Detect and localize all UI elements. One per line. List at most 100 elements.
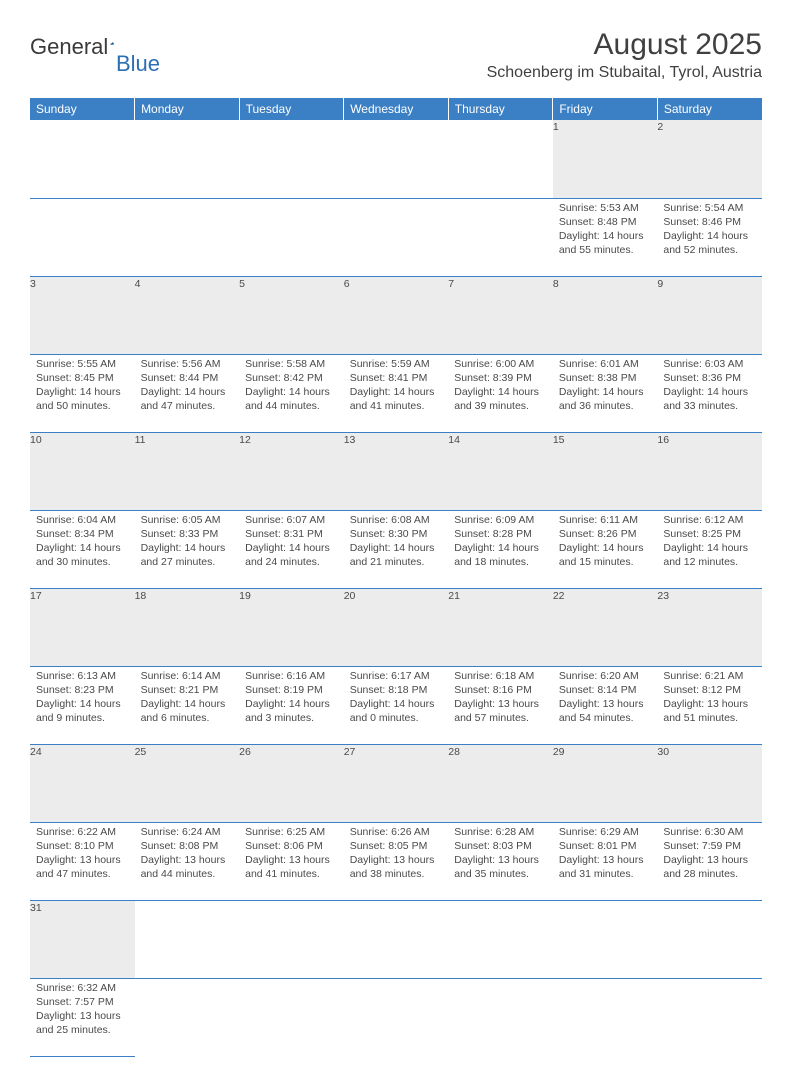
week-data-row: Sunrise: 6:04 AMSunset: 8:34 PMDaylight:… — [30, 510, 762, 588]
day-cell: Sunrise: 6:20 AMSunset: 8:14 PMDaylight:… — [553, 666, 658, 744]
day-cell-body: Sunrise: 6:00 AMSunset: 8:39 PMDaylight:… — [448, 355, 553, 418]
day-cell: Sunrise: 6:03 AMSunset: 8:36 PMDaylight:… — [657, 354, 762, 432]
daylight-text: Daylight: 13 hours — [350, 853, 443, 867]
daylight-text: and 0 minutes. — [350, 711, 443, 725]
sunrise-text: Sunrise: 6:32 AM — [36, 981, 129, 995]
daylight-text: Daylight: 14 hours — [245, 541, 338, 555]
daylight-text: Daylight: 14 hours — [141, 541, 234, 555]
day-cell: Sunrise: 6:11 AMSunset: 8:26 PMDaylight:… — [553, 510, 658, 588]
day-cell — [344, 978, 449, 1056]
day-number-cell — [344, 900, 449, 978]
sunset-text: Sunset: 8:14 PM — [559, 683, 652, 697]
day-cell: Sunrise: 6:08 AMSunset: 8:30 PMDaylight:… — [344, 510, 449, 588]
day-number-cell: 21 — [448, 588, 553, 666]
day-cell: Sunrise: 6:09 AMSunset: 8:28 PMDaylight:… — [448, 510, 553, 588]
daylight-text: and 38 minutes. — [350, 867, 443, 881]
day-cell: Sunrise: 5:54 AMSunset: 8:46 PMDaylight:… — [657, 198, 762, 276]
day-cell: Sunrise: 6:22 AMSunset: 8:10 PMDaylight:… — [30, 822, 135, 900]
week-data-row: Sunrise: 6:32 AMSunset: 7:57 PMDaylight:… — [30, 978, 762, 1056]
daylight-text: Daylight: 14 hours — [350, 541, 443, 555]
day-number-cell: 29 — [553, 744, 658, 822]
day-cell: Sunrise: 5:59 AMSunset: 8:41 PMDaylight:… — [344, 354, 449, 432]
sunset-text: Sunset: 8:38 PM — [559, 371, 652, 385]
sunrise-text: Sunrise: 6:11 AM — [559, 513, 652, 527]
sunset-text: Sunset: 8:23 PM — [36, 683, 129, 697]
sunset-text: Sunset: 8:25 PM — [663, 527, 756, 541]
sunset-text: Sunset: 8:45 PM — [36, 371, 129, 385]
day-cell: Sunrise: 6:29 AMSunset: 8:01 PMDaylight:… — [553, 822, 658, 900]
day-cell: Sunrise: 6:30 AMSunset: 7:59 PMDaylight:… — [657, 822, 762, 900]
sunrise-text: Sunrise: 5:55 AM — [36, 357, 129, 371]
day-cell-body: Sunrise: 6:07 AMSunset: 8:31 PMDaylight:… — [239, 511, 344, 574]
flag-icon — [110, 34, 114, 52]
daylight-text: Daylight: 14 hours — [350, 697, 443, 711]
calendar-body: 12Sunrise: 5:53 AMSunset: 8:48 PMDayligh… — [30, 120, 762, 1056]
daylight-text: Daylight: 13 hours — [454, 853, 547, 867]
daylight-text: and 55 minutes. — [559, 243, 652, 257]
daylight-text: and 57 minutes. — [454, 711, 547, 725]
sunset-text: Sunset: 8:01 PM — [559, 839, 652, 853]
calendar-table: Sunday Monday Tuesday Wednesday Thursday… — [30, 98, 762, 1057]
day-number-cell: 26 — [239, 744, 344, 822]
day-cell-body: Sunrise: 6:13 AMSunset: 8:23 PMDaylight:… — [30, 667, 135, 730]
daylight-text: Daylight: 13 hours — [663, 853, 756, 867]
sunrise-text: Sunrise: 6:22 AM — [36, 825, 129, 839]
daylight-text: Daylight: 14 hours — [559, 541, 652, 555]
day-cell-body: Sunrise: 6:09 AMSunset: 8:28 PMDaylight:… — [448, 511, 553, 574]
daylight-text: Daylight: 13 hours — [36, 853, 129, 867]
day-cell-body: Sunrise: 6:22 AMSunset: 8:10 PMDaylight:… — [30, 823, 135, 886]
sunrise-text: Sunrise: 6:29 AM — [559, 825, 652, 839]
daylight-text: and 21 minutes. — [350, 555, 443, 569]
sunset-text: Sunset: 8:21 PM — [141, 683, 234, 697]
daylight-text: Daylight: 14 hours — [663, 541, 756, 555]
sunset-text: Sunset: 7:59 PM — [663, 839, 756, 853]
sunrise-text: Sunrise: 6:21 AM — [663, 669, 756, 683]
day-number-cell: 19 — [239, 588, 344, 666]
daylight-text: and 44 minutes. — [141, 867, 234, 881]
sunrise-text: Sunrise: 6:20 AM — [559, 669, 652, 683]
sunrise-text: Sunrise: 6:16 AM — [245, 669, 338, 683]
daylight-text: Daylight: 14 hours — [141, 385, 234, 399]
day-number-cell — [30, 120, 135, 198]
day-cell-body: Sunrise: 5:54 AMSunset: 8:46 PMDaylight:… — [657, 199, 762, 262]
day-cell-body: Sunrise: 5:56 AMSunset: 8:44 PMDaylight:… — [135, 355, 240, 418]
sunrise-text: Sunrise: 5:59 AM — [350, 357, 443, 371]
daylight-text: Daylight: 14 hours — [245, 697, 338, 711]
sunrise-text: Sunrise: 6:08 AM — [350, 513, 443, 527]
daylight-text: and 33 minutes. — [663, 399, 756, 413]
sunrise-text: Sunrise: 5:53 AM — [559, 201, 652, 215]
daylight-text: and 41 minutes. — [350, 399, 443, 413]
day-cell-body: Sunrise: 6:32 AMSunset: 7:57 PMDaylight:… — [30, 979, 135, 1042]
daylight-text: Daylight: 14 hours — [454, 541, 547, 555]
day-number-cell: 7 — [448, 276, 553, 354]
sunrise-text: Sunrise: 6:24 AM — [141, 825, 234, 839]
sunrise-text: Sunrise: 6:00 AM — [454, 357, 547, 371]
daylight-text: Daylight: 14 hours — [454, 385, 547, 399]
week-data-row: Sunrise: 5:55 AMSunset: 8:45 PM Daylight:… — [30, 354, 762, 432]
col-saturday: Saturday — [657, 98, 762, 120]
day-cell-body: Sunrise: 6:20 AMSunset: 8:14 PMDaylight:… — [553, 667, 658, 730]
day-cell — [344, 198, 449, 276]
day-cell-body: Sunrise: 6:28 AMSunset: 8:03 PMDaylight:… — [448, 823, 553, 886]
daylight-text: Daylight: 14 hours — [663, 385, 756, 399]
sunrise-text: Sunrise: 6:25 AM — [245, 825, 338, 839]
day-cell-body: Sunrise: 6:30 AMSunset: 7:59 PMDaylight:… — [657, 823, 762, 886]
day-number-cell: 18 — [135, 588, 240, 666]
sunrise-text: Sunrise: 6:05 AM — [141, 513, 234, 527]
day-number-cell: 15 — [553, 432, 658, 510]
sunset-text: Sunset: 8:48 PM — [559, 215, 652, 229]
daylight-text: and 52 minutes. — [663, 243, 756, 257]
day-number-cell — [657, 900, 762, 978]
week-data-row: Sunrise: 6:22 AMSunset: 8:10 PMDaylight:… — [30, 822, 762, 900]
day-cell-body: Sunrise: 5:53 AMSunset: 8:48 PMDaylight:… — [553, 199, 658, 262]
daylight-text: Daylight: 14 hours — [36, 697, 129, 711]
day-number-cell: 28 — [448, 744, 553, 822]
brand-text-1: General — [30, 34, 108, 60]
day-cell — [135, 978, 240, 1056]
day-number-cell: 2 — [657, 120, 762, 198]
daylight-text: Daylight: 13 hours — [454, 697, 547, 711]
daylight-text: and 36 minutes. — [559, 399, 652, 413]
sunset-text: Sunset: 8:42 PM — [245, 371, 338, 385]
day-cell-body: Sunrise: 6:08 AMSunset: 8:30 PMDaylight:… — [344, 511, 449, 574]
sunset-text: Sunset: 8:30 PM — [350, 527, 443, 541]
